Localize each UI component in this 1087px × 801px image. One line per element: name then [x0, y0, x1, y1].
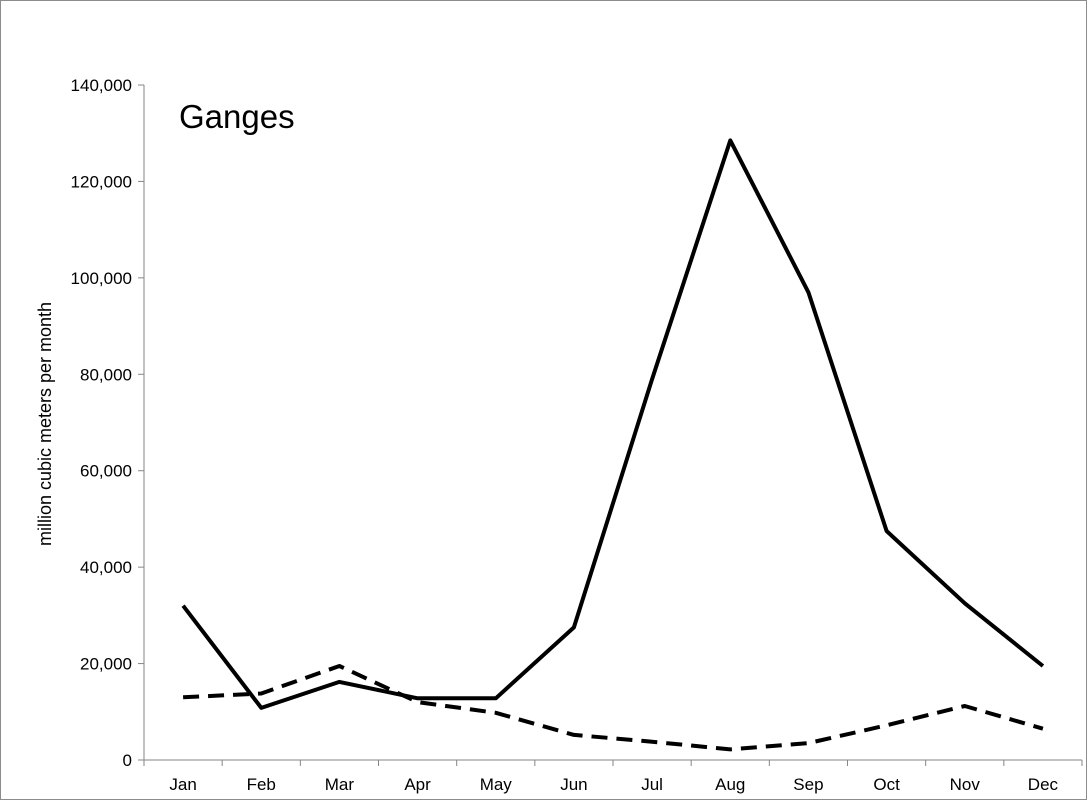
y-tick-label: 100,000: [71, 269, 132, 288]
y-tick-label: 40,000: [80, 558, 132, 577]
y-tick-label: 80,000: [80, 365, 132, 384]
x-tick-label: Jul: [641, 775, 663, 794]
x-tick-label: Dec: [1028, 775, 1059, 794]
x-tick-label: May: [480, 775, 513, 794]
axes: 0 20,000 40,000 60,000 80,000 100,000 120,000 1…: [71, 76, 1082, 794]
series-line-solid: [183, 140, 1043, 708]
x-tick-label: Nov: [950, 775, 981, 794]
chart-title: Ganges: [179, 98, 295, 135]
x-tick-label: Jun: [560, 775, 587, 794]
x-tick-label: Oct: [873, 775, 900, 794]
y-tick-label: 0: [123, 751, 132, 770]
series-layer: [183, 140, 1043, 749]
x-tick-label: Jan: [169, 775, 196, 794]
x-tick-label: Feb: [247, 775, 276, 794]
y-tick-label: 20,000: [80, 655, 132, 674]
y-tick-label: 60,000: [80, 462, 132, 481]
x-tick-label: Apr: [404, 775, 431, 794]
y-tick-label: 120,000: [71, 172, 132, 191]
x-tick-label: Mar: [325, 775, 355, 794]
x-tick-label: Aug: [715, 775, 745, 794]
x-tick-label: Sep: [793, 775, 823, 794]
series-line-dashed: [183, 666, 1043, 749]
y-tick-label: 140,000: [71, 76, 132, 95]
y-axis-label: million cubic meters per month: [35, 302, 55, 546]
